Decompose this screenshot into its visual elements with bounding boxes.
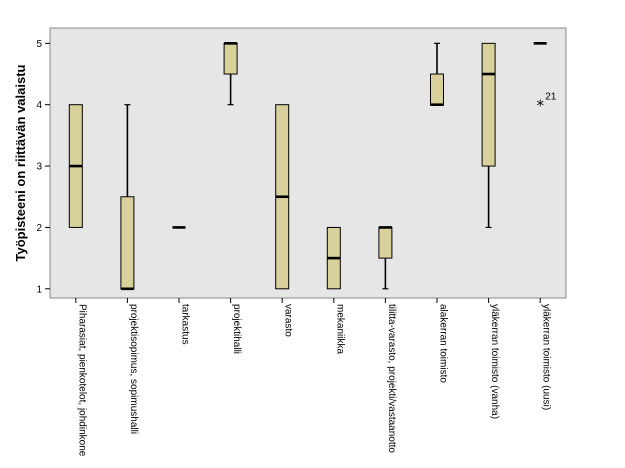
x-category-label: yläkerran toimisto (uusi)	[541, 304, 552, 410]
box-8	[430, 42, 444, 107]
box-iqr	[430, 73, 444, 106]
plot-background	[49, 27, 567, 299]
y-tick-label: 2	[36, 223, 42, 234]
box-iqr	[481, 42, 496, 167]
x-category-label: yläkerran toimisto (vanha)	[489, 304, 500, 419]
outliers-layer: * 21	[536, 92, 556, 115]
box-4	[223, 42, 238, 106]
y-axis-title: Työpisteeni on riittävän valaistu	[13, 64, 28, 261]
y-tick-label: 1	[36, 284, 42, 295]
x-category-label: tarkastus	[180, 304, 191, 345]
outlier-label: 21	[545, 92, 557, 103]
x-category-label: tilitta-varasto, projekti/vastaanotto	[386, 304, 397, 453]
box-5	[275, 104, 290, 290]
boxes-layer	[68, 42, 547, 291]
box-iqr	[378, 226, 393, 259]
box-iqr	[120, 196, 135, 290]
box-6	[326, 226, 341, 290]
y-tick-label: 3	[36, 162, 42, 173]
x-category-label: alakerran toimisto	[438, 304, 449, 383]
outlier-marker: *	[536, 97, 544, 115]
box-7	[378, 226, 393, 290]
x-category-label: mekaniikka	[334, 304, 345, 354]
x-category-label: projektisopimus, sopimushalli	[128, 304, 139, 434]
x-category-label: projektihalli	[231, 304, 242, 354]
x-category-label: varasto	[283, 304, 294, 337]
y-tick-label: 4	[36, 100, 42, 111]
box-iqr	[223, 42, 238, 75]
x-axis: Piharasiat, pienkotelot, johdinkone proje…	[75, 298, 552, 457]
y-tick-label: 5	[36, 39, 42, 50]
y-axis: 1 2 3 4 5	[36, 39, 50, 295]
box-1	[68, 104, 83, 228]
box-9	[481, 42, 496, 229]
box-2	[120, 104, 135, 291]
x-category-label: Piharasiat, pienkotelot, johdinkone	[76, 304, 87, 457]
